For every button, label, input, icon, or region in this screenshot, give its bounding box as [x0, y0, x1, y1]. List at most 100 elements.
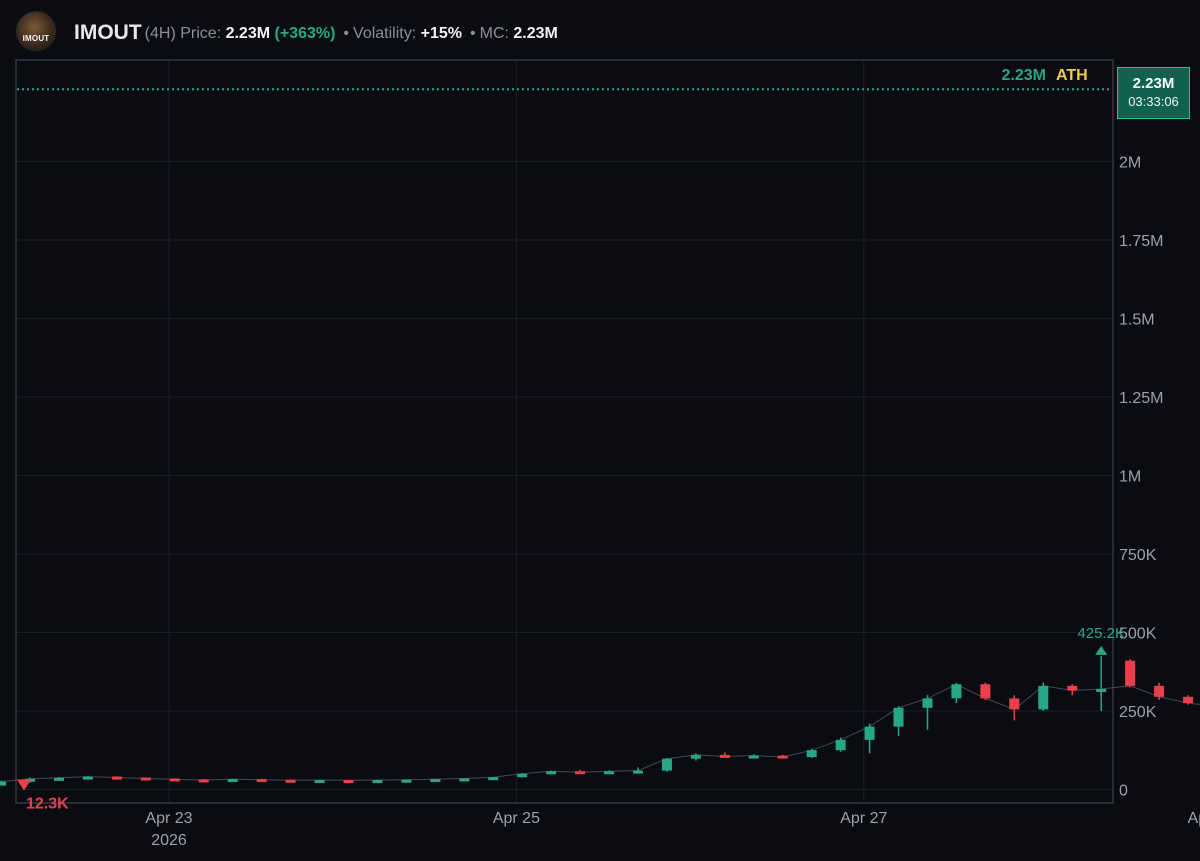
- candle: [690, 753, 701, 761]
- candle-body: [1038, 685, 1049, 710]
- candle-body: [1183, 696, 1194, 704]
- y-tick-label: 1M: [1119, 468, 1141, 485]
- y-tick-label: 750K: [1119, 547, 1157, 564]
- candle: [256, 778, 267, 783]
- mc-value: 2.23M: [513, 25, 558, 42]
- candle: [140, 777, 151, 781]
- candle: [82, 776, 93, 780]
- candle: [951, 682, 962, 704]
- candle-body: [53, 777, 64, 781]
- candle-body: [1125, 660, 1136, 686]
- y-tick-label: 1.5M: [1119, 311, 1155, 328]
- candle: [835, 737, 846, 752]
- candle: [661, 758, 672, 772]
- candle: [198, 779, 209, 783]
- candle-body: [343, 780, 354, 784]
- candle-body: [575, 771, 586, 775]
- y-tick-label: 1.25M: [1119, 390, 1163, 407]
- candle-body: [459, 778, 470, 782]
- y-tick-label: 0: [1119, 782, 1128, 799]
- candle: [343, 779, 354, 784]
- candle: [864, 723, 875, 754]
- candle: [719, 752, 730, 758]
- candle-body: [82, 776, 93, 780]
- volatility-value: +15%: [420, 25, 462, 42]
- candle-body: [401, 779, 412, 783]
- price-label: Price:: [180, 25, 222, 42]
- candle-body: [1067, 685, 1078, 691]
- candle: [1154, 682, 1165, 700]
- ath-tag: ATH: [1056, 67, 1088, 84]
- candle: [0, 780, 7, 786]
- candle-body: [864, 726, 875, 740]
- candle-body: [169, 778, 180, 782]
- candle: [1183, 695, 1194, 705]
- candle: [1038, 682, 1049, 711]
- candle: [575, 769, 586, 775]
- bullet-1: •: [343, 25, 350, 42]
- candle: [546, 770, 557, 775]
- candle-body: [922, 698, 933, 708]
- candle: [604, 770, 615, 775]
- candle-body: [604, 771, 615, 775]
- candle-body: [285, 779, 296, 783]
- local-high-label: 425.2K: [1077, 625, 1125, 642]
- candle-body: [1154, 685, 1165, 697]
- y-tick-label: 1.75M: [1119, 233, 1163, 250]
- x-tick-sublabel: 2026: [151, 832, 187, 849]
- candle: [111, 776, 122, 780]
- candle-body: [806, 750, 817, 758]
- candle: [1125, 659, 1136, 688]
- candle-body: [372, 780, 383, 784]
- candle-body: [748, 755, 759, 759]
- start-low-marker: [17, 779, 31, 791]
- candle-body: [430, 779, 441, 783]
- badge-countdown: 03:33:06: [1128, 94, 1179, 109]
- candle-body: [198, 779, 209, 783]
- timeframe[interactable]: (4H): [144, 25, 176, 42]
- y-tick-label: 500K: [1119, 625, 1157, 642]
- chart-header: IMOUT IMOUT (4H) Price: 2.23M (+363%) • Vol…: [0, 0, 1200, 58]
- candle-body: [0, 781, 7, 786]
- candle: [1009, 695, 1020, 721]
- candle-body: [488, 777, 499, 781]
- y-tick-label: 250K: [1119, 704, 1157, 721]
- volatility-label: Volatility:: [353, 25, 417, 42]
- token-symbol: IMOUT: [74, 21, 142, 44]
- candle: [459, 778, 470, 782]
- candle-body: [1096, 688, 1107, 692]
- candle-body: [517, 773, 528, 778]
- candle: [169, 778, 180, 782]
- candle-body: [632, 770, 643, 774]
- y-tick-label: 2M: [1119, 154, 1141, 171]
- close-price-line: [1, 683, 1200, 783]
- candle: [777, 754, 788, 759]
- candle: [372, 779, 383, 784]
- candle: [1096, 655, 1107, 711]
- candle-body: [777, 755, 788, 759]
- x-tick-label: Apr 29: [1188, 810, 1200, 827]
- candle-body: [835, 739, 846, 751]
- candle: [53, 776, 64, 781]
- candle-body: [256, 779, 267, 783]
- candle: [1067, 684, 1078, 696]
- candle: [980, 682, 991, 700]
- candle: [488, 776, 499, 781]
- x-tick-label: Apr 25: [493, 810, 540, 827]
- mc-label: MC:: [479, 25, 509, 42]
- token-logo: IMOUT: [16, 11, 56, 51]
- candle-body: [980, 684, 991, 699]
- title-row: IMOUT (4H) Price: 2.23M (+363%) • Volatilit…: [74, 20, 558, 44]
- start-low-label: 12.3K: [26, 796, 69, 813]
- candle-body: [690, 754, 701, 759]
- x-tick-label: Apr 27: [840, 810, 887, 827]
- badge-price: 2.23M: [1132, 75, 1175, 92]
- price-value: 2.23M: [225, 25, 271, 42]
- bullet-2: •: [470, 25, 476, 42]
- current-price-badge: 2.23M 03:33:06: [1117, 67, 1190, 119]
- candle-body: [140, 777, 151, 781]
- candle: [401, 779, 412, 783]
- candle: [922, 695, 933, 730]
- plot-area[interactable]: [15, 59, 1114, 804]
